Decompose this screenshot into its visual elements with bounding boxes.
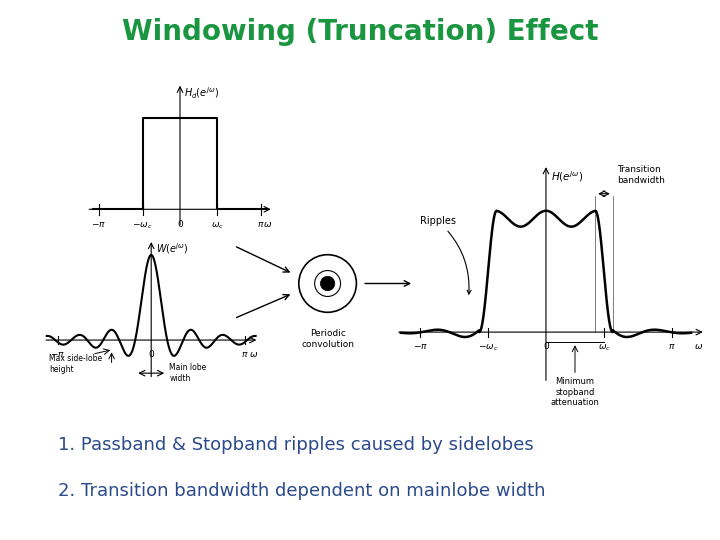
Text: $-\pi$: $-\pi$ [91,220,107,230]
Text: $\omega_c$: $\omega_c$ [211,220,224,231]
Text: $\omega$: $\omega$ [248,349,258,359]
Text: 2. Transition bandwidth dependent on mainlobe width: 2. Transition bandwidth dependent on mai… [58,482,545,501]
Text: $-\pi$: $-\pi$ [413,342,428,352]
Text: $\pi$: $\pi$ [257,220,265,230]
Text: $\pi$: $\pi$ [668,342,675,352]
Text: 0: 0 [177,220,183,230]
Text: $\omega$: $\omega$ [693,342,703,352]
Text: Windowing (Truncation) Effect: Windowing (Truncation) Effect [122,18,598,46]
Text: $H_d(e^{j\omega})$: $H_d(e^{j\omega})$ [184,85,219,101]
Text: $\omega_c$: $\omega_c$ [598,342,611,353]
Text: $-\pi$: $-\pi$ [50,349,65,359]
Text: $\omega$: $\omega$ [264,220,272,230]
Text: 1. Passband & Stopband ripples caused by sidelobes: 1. Passband & Stopband ripples caused by… [58,436,534,455]
Text: Periodic
convolution: Periodic convolution [301,329,354,349]
Text: $\pi$: $\pi$ [241,349,248,359]
Text: 0: 0 [148,349,154,359]
Text: $W(e^{j\omega})$: $W(e^{j\omega})$ [156,241,189,256]
Text: $-\omega_c$: $-\omega_c$ [132,220,153,231]
Text: Transition
bandwidth: Transition bandwidth [618,165,665,185]
Text: Max side-lobe
height: Max side-lobe height [49,354,102,374]
Text: Main lobe
width: Main lobe width [169,363,207,383]
Text: Minimum
stopband
attenuation: Minimum stopband attenuation [551,377,600,407]
Text: $-\omega_c$: $-\omega_c$ [477,342,498,353]
Text: 0: 0 [543,342,549,352]
Text: $H(e^{j\omega})$: $H(e^{j\omega})$ [551,169,583,184]
Text: Ripples: Ripples [420,217,471,294]
